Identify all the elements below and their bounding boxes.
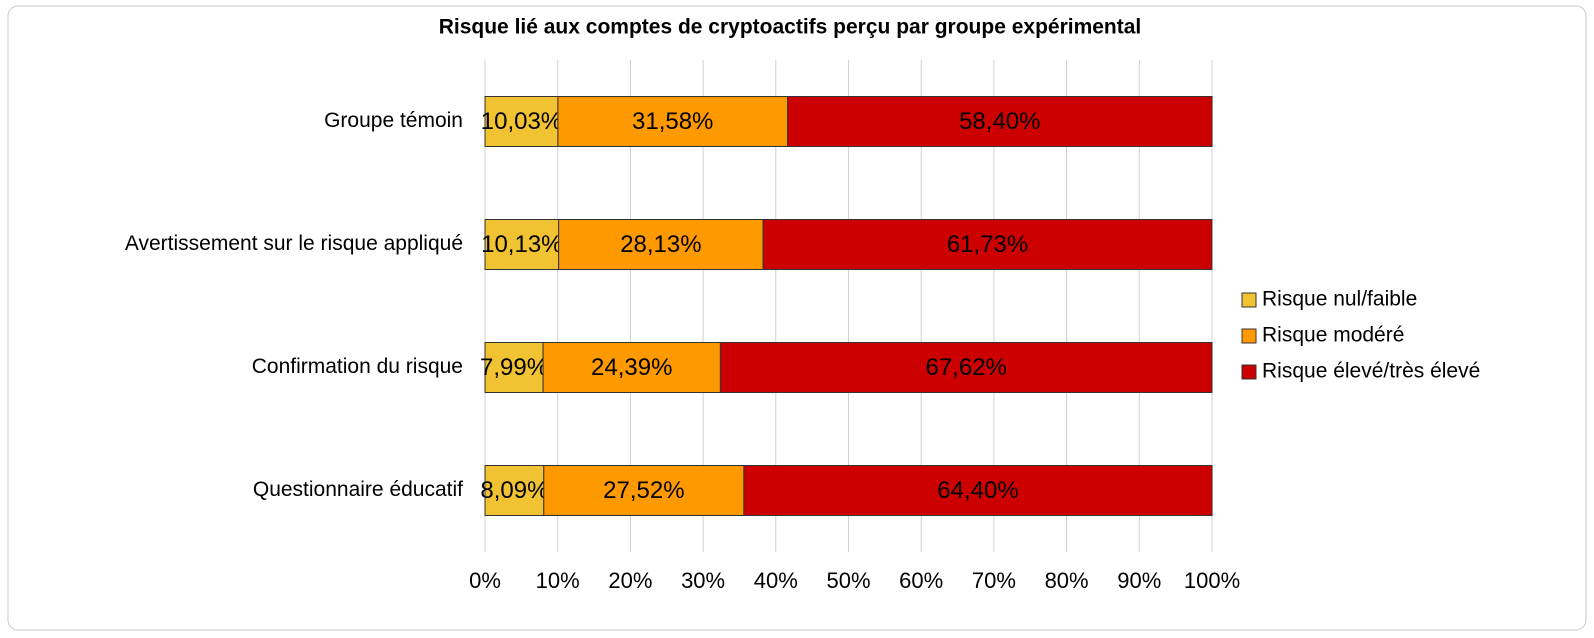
data-label: 10,13% xyxy=(481,231,562,258)
bar-segment xyxy=(542,342,721,393)
x-tick-label: 60% xyxy=(899,568,943,593)
x-tick-label: 90% xyxy=(1117,568,1161,593)
legend-swatch xyxy=(1241,328,1257,344)
x-tick-label: 20% xyxy=(608,568,652,593)
legend-label: Risque élevé/très élevé xyxy=(1262,360,1480,383)
data-label: 7,99% xyxy=(480,354,548,381)
y-tick-label: Questionnaire éducatif xyxy=(253,478,463,501)
y-tick-label: Confirmation du risque xyxy=(252,355,463,378)
x-tick-label: 70% xyxy=(972,568,1016,593)
x-tick-label: 0% xyxy=(469,568,501,593)
legend-label: Risque nul/faible xyxy=(1262,288,1417,311)
legend-swatch xyxy=(1241,364,1257,380)
data-label: 28,13% xyxy=(620,231,701,258)
bar-segment xyxy=(719,342,1213,393)
x-tick-label: 100% xyxy=(1184,568,1240,593)
data-label: 64,40% xyxy=(937,477,1018,504)
x-tick-label: 40% xyxy=(754,568,798,593)
data-label: 67,62% xyxy=(925,354,1006,381)
y-tick-label: Avertissement sur le risque appliqué xyxy=(125,232,463,255)
x-tick-label: 30% xyxy=(681,568,725,593)
bar-segment xyxy=(558,219,764,270)
data-label: 31,58% xyxy=(632,108,713,135)
bar-segment xyxy=(762,219,1213,270)
y-tick-label: Groupe témoin xyxy=(324,109,463,132)
data-label: 58,40% xyxy=(959,108,1040,135)
data-label: 61,73% xyxy=(947,231,1028,258)
data-label: 27,52% xyxy=(603,477,684,504)
bar-segment xyxy=(743,465,1213,516)
x-tick-label: 80% xyxy=(1045,568,1089,593)
chart-title: Risque lié aux comptes de cryptoactifs p… xyxy=(439,16,1142,39)
bar-segment xyxy=(484,465,545,516)
bar-segment xyxy=(543,465,745,516)
x-tick-label: 50% xyxy=(826,568,870,593)
x-tick-label: 10% xyxy=(536,568,580,593)
data-label: 8,09% xyxy=(480,477,548,504)
bar-segment xyxy=(787,96,1213,147)
data-label: 10,03% xyxy=(481,108,562,135)
data-label: 24,39% xyxy=(591,354,672,381)
legend-swatch xyxy=(1241,292,1257,308)
bar-segment xyxy=(484,342,544,393)
legend-label: Risque modéré xyxy=(1262,324,1404,347)
